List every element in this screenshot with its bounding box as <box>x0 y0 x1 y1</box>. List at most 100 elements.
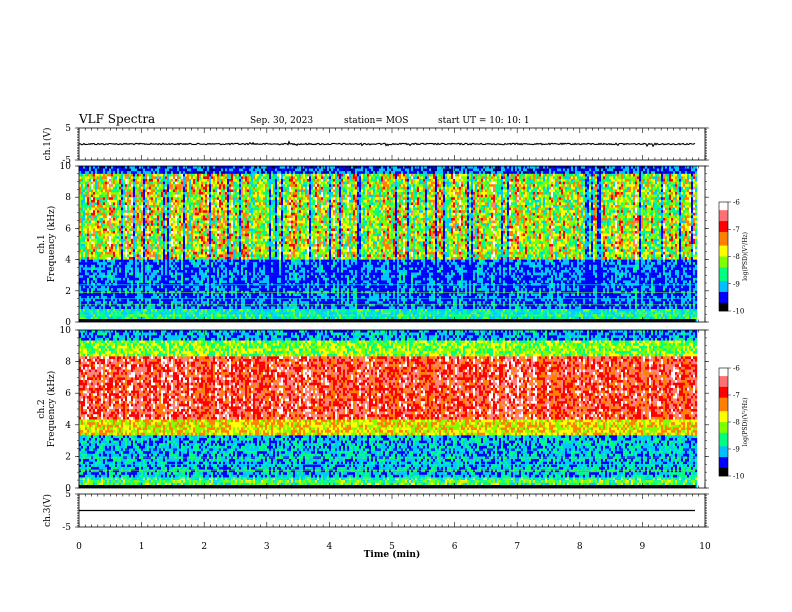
spectro-cell <box>87 280 90 284</box>
spectro-cell <box>131 301 134 304</box>
spectro-cell <box>199 171 202 174</box>
spectro-cell <box>85 223 88 226</box>
spectro-cell <box>177 306 180 310</box>
spectro-cell <box>215 212 218 216</box>
spectro-cell <box>79 301 82 304</box>
spectro-cell <box>101 293 104 297</box>
spectro-cell <box>191 223 194 226</box>
spectro-cell <box>199 244 202 247</box>
spectro-cell <box>93 168 96 172</box>
spectro-cell <box>199 212 202 216</box>
spectro-cell <box>95 254 98 258</box>
spectro-cell <box>129 215 132 219</box>
spectro-cell <box>197 236 200 239</box>
spectro-cell <box>173 207 176 211</box>
spectro-cell <box>139 166 142 169</box>
spectro-cell <box>147 210 150 213</box>
spectro-cell <box>123 220 126 224</box>
spectro-cell <box>121 285 124 289</box>
spectro-cell <box>127 293 130 297</box>
spectro-cell <box>227 212 230 216</box>
spectro-cell <box>133 212 136 216</box>
spectro-cell <box>103 280 106 284</box>
spectro-cell <box>121 215 124 219</box>
spectro-cell <box>207 244 210 247</box>
spectro-cell <box>89 199 92 203</box>
spectro-cell <box>107 179 110 182</box>
spectro-cell <box>171 275 174 278</box>
spectro-cell <box>143 228 146 232</box>
spectro-cell <box>223 241 226 245</box>
spectro-cell <box>159 236 162 239</box>
spectro-cell <box>177 254 180 258</box>
spectro-cell <box>81 309 84 312</box>
spectro-cell <box>129 249 132 252</box>
spectro-cell <box>129 233 132 237</box>
spectro-cell <box>101 199 104 203</box>
spectro-cell <box>163 277 166 281</box>
spectro-cell <box>97 236 100 239</box>
spectro-cell <box>131 168 134 172</box>
spectro-cell <box>165 301 168 304</box>
spectro-cell <box>157 296 160 299</box>
spectro-cell <box>193 192 196 195</box>
spectro-cell <box>155 207 158 211</box>
spectro-cell <box>109 264 112 268</box>
spectro-cell <box>223 207 226 211</box>
spectro-cell <box>223 249 226 252</box>
spectro-cell <box>111 241 114 245</box>
spectro-cell <box>207 301 210 304</box>
spectro-cell <box>129 280 132 284</box>
spectro-cell <box>163 309 166 312</box>
spectro-cell <box>231 244 234 247</box>
spectro-cell <box>211 181 214 185</box>
spectro-cell <box>191 262 194 265</box>
spectro-cell <box>217 194 220 198</box>
spectro-cell <box>143 280 146 284</box>
spectro-cell <box>117 251 120 255</box>
spectro-cell <box>205 293 208 297</box>
spectro-cell <box>103 316 106 320</box>
spectro-cell <box>173 244 176 247</box>
spectro-cell <box>229 257 232 260</box>
spectro-cell <box>113 236 116 239</box>
spectro-cell <box>207 303 210 307</box>
spectro-cell <box>151 220 154 224</box>
spectro-cell <box>219 316 222 320</box>
spectro-cell <box>205 259 208 263</box>
spectro-cell <box>135 171 138 174</box>
spectro-cell <box>81 181 84 185</box>
spectro-cell <box>83 202 86 206</box>
spectro-cell <box>139 192 142 195</box>
spectro-cell <box>141 181 144 185</box>
spectro-cell <box>225 236 228 239</box>
spectro-cell <box>95 171 98 174</box>
spectro-cell <box>215 259 218 263</box>
spectro-cell <box>145 298 148 302</box>
spectro-cell <box>83 210 86 213</box>
spectro-cell <box>149 173 152 177</box>
spectro-cell <box>185 296 188 299</box>
spectro-cell <box>163 202 166 206</box>
spectro-cell <box>81 186 84 190</box>
spectro-cell <box>79 236 82 239</box>
spectro-cell <box>137 277 140 281</box>
spectro-cell <box>89 233 92 237</box>
spectro-cell <box>125 220 128 224</box>
spectro-cell <box>145 223 148 226</box>
spectro-cell <box>151 262 154 265</box>
spectro-cell <box>217 238 220 242</box>
spectro-cell <box>225 189 228 193</box>
spectro-cell <box>131 267 134 271</box>
spectro-cell <box>219 205 222 208</box>
spectro-cell <box>231 194 234 198</box>
spectro-cell <box>85 231 88 234</box>
spectro-cell <box>199 259 202 263</box>
spectro-cell <box>103 225 106 229</box>
spectro-cell <box>177 205 180 208</box>
spectro-cell <box>135 194 138 198</box>
spectro-cell <box>215 246 218 250</box>
spectro-cell <box>179 257 182 260</box>
spectro-cell <box>89 316 92 320</box>
spectro-cell <box>103 207 106 211</box>
